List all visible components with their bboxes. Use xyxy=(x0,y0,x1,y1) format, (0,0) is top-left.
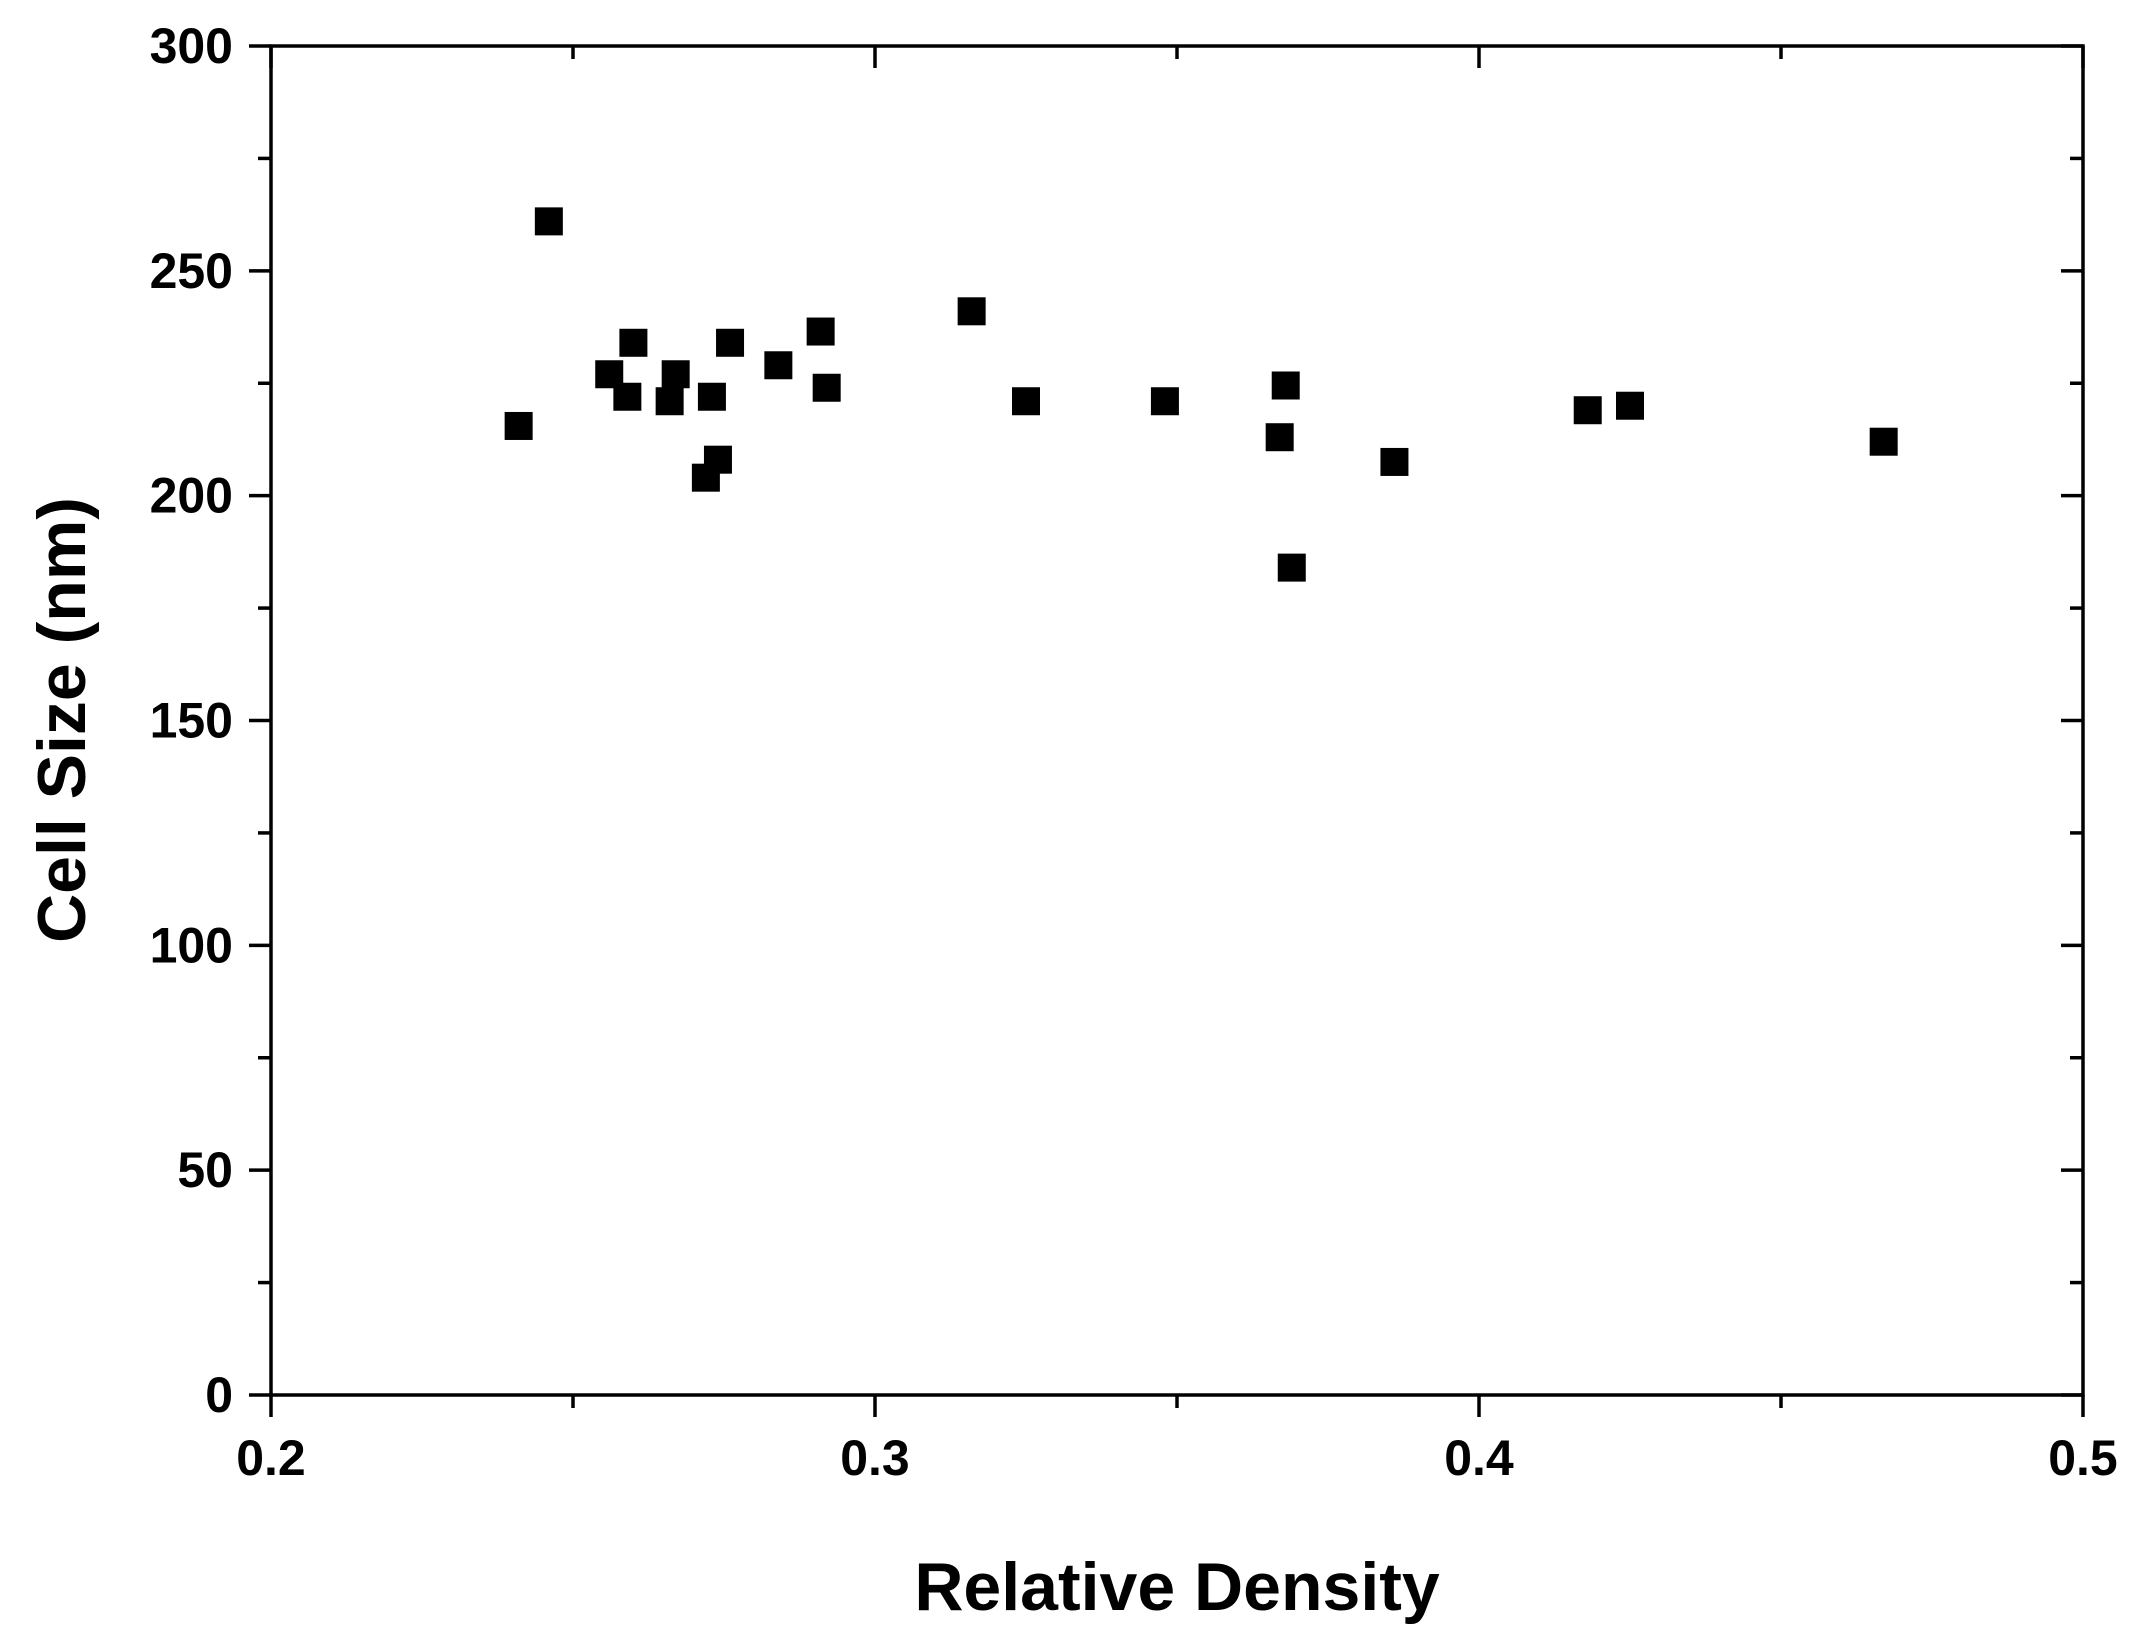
data-point xyxy=(534,207,563,236)
y-tick-label: 100 xyxy=(150,917,233,973)
plot-frame xyxy=(269,44,2085,1397)
data-point xyxy=(1573,396,1602,425)
data-point xyxy=(1277,553,1306,582)
y-tick-label: 150 xyxy=(150,693,233,749)
y-tick-labels: 0 50 100 150 200 250 300 xyxy=(150,18,233,1423)
data-point xyxy=(957,297,986,326)
y-tick-label: 50 xyxy=(177,1142,233,1198)
y-tick-label: 0 xyxy=(205,1367,233,1423)
x-tick-label: 0.2 xyxy=(236,1430,306,1486)
data-points xyxy=(504,207,1898,582)
data-point xyxy=(1869,427,1898,456)
data-point xyxy=(1012,387,1040,416)
y-axis-title: Cell Size (nm) xyxy=(24,497,100,943)
data-point xyxy=(655,387,684,416)
data-point xyxy=(697,382,726,411)
y-tick-label: 250 xyxy=(150,243,233,299)
data-point xyxy=(661,360,690,389)
x-tick-labels: 0.2 0.3 0.4 0.5 xyxy=(236,1430,2118,1486)
data-point xyxy=(1616,391,1644,420)
x-axis-title: Relative Density xyxy=(914,1549,1440,1625)
y-tick-label: 200 xyxy=(150,468,233,524)
data-point xyxy=(1265,423,1294,452)
data-point xyxy=(812,373,841,402)
data-point xyxy=(1271,371,1300,400)
data-point xyxy=(504,411,533,440)
data-point xyxy=(613,382,642,411)
data-point xyxy=(1380,447,1409,476)
x-tick-label: 0.5 xyxy=(2048,1430,2118,1486)
data-point xyxy=(703,445,732,474)
y-tick-label: 300 xyxy=(150,18,233,74)
data-point xyxy=(1150,387,1179,416)
data-point xyxy=(806,317,835,346)
data-point xyxy=(619,328,648,357)
data-point xyxy=(764,351,793,380)
x-tick-label: 0.3 xyxy=(840,1430,910,1486)
data-point xyxy=(716,328,745,357)
axis-ticks xyxy=(249,44,2085,1417)
x-tick-label: 0.4 xyxy=(1444,1430,1514,1486)
